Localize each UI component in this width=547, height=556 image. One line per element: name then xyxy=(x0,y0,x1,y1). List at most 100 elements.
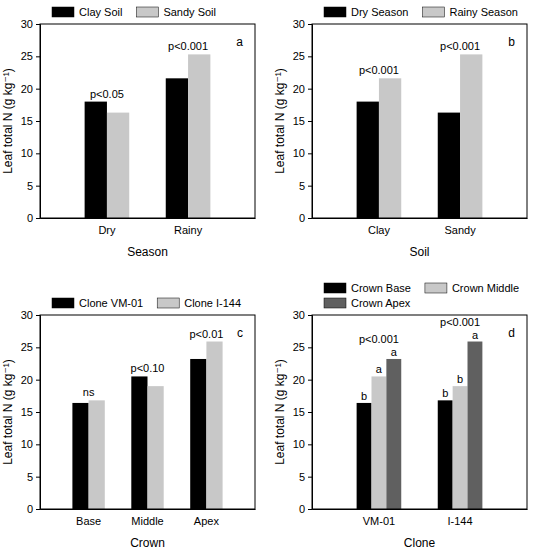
x-tick: Base xyxy=(76,509,101,527)
y-tick: 20 xyxy=(293,374,312,386)
y-tick-mark xyxy=(308,347,312,348)
y-axis-line xyxy=(308,316,313,510)
bar xyxy=(357,102,379,218)
bar xyxy=(371,376,386,509)
legend-item: Crown Base xyxy=(324,282,411,294)
bar xyxy=(190,359,206,509)
y-tick-mark xyxy=(36,444,40,445)
x-tick: Sandy xyxy=(444,218,476,236)
letter-label: a xyxy=(472,329,479,341)
y-tick-label: 25 xyxy=(293,341,305,353)
y-tick-label: 15 xyxy=(21,406,33,418)
y-tick-mark xyxy=(308,444,312,445)
y-tick-label: 10 xyxy=(21,147,33,159)
legend-label: Clone VM-01 xyxy=(79,297,143,309)
p-value: p<0.001 xyxy=(359,333,399,345)
y-tick: 15 xyxy=(21,406,40,418)
legend-label: Sandy Soil xyxy=(163,6,216,18)
plot-frame xyxy=(312,315,527,509)
letter-label: b xyxy=(457,373,463,385)
bar xyxy=(357,403,372,509)
legend-swatch xyxy=(425,283,447,293)
x-axis-line xyxy=(313,509,528,510)
y-tick-mark xyxy=(308,24,312,25)
y-axis-title: Leaf total N (g kg⁻¹) xyxy=(1,68,15,174)
y-axis: 051015202530 xyxy=(21,18,41,224)
y-tick-label: 30 xyxy=(293,309,305,321)
y-tick: 15 xyxy=(293,406,312,418)
bar xyxy=(453,386,468,509)
y-tick: 30 xyxy=(21,309,40,321)
y-tick: 5 xyxy=(27,180,40,192)
y-tick: 25 xyxy=(293,341,312,353)
x-axis-title: Clone xyxy=(404,536,436,550)
x-tick-label: Sandy xyxy=(444,224,476,236)
legend-swatch xyxy=(324,283,346,293)
legend-item: Crown Apex xyxy=(324,297,411,309)
y-tick-mark xyxy=(36,89,40,90)
legend-label: Rainy Season xyxy=(449,6,518,18)
p-value: p<0.01 xyxy=(189,328,223,340)
bar xyxy=(107,113,129,218)
plot-frame xyxy=(312,24,527,218)
y-tick-label: 20 xyxy=(21,374,33,386)
y-tick-mark xyxy=(308,412,312,413)
x-axis: ClaySandy xyxy=(313,218,528,236)
figure: 051015202530DryRainySeasonLeaf total N (… xyxy=(0,0,547,556)
y-tick: 30 xyxy=(21,18,40,30)
y-tick-mark xyxy=(36,24,40,25)
y-tick-label: 25 xyxy=(293,50,305,62)
x-axis: VM-01I-144 xyxy=(313,509,528,527)
legend-label: Dry Season xyxy=(351,6,408,18)
y-axis-title: Leaf total N (g kg⁻¹) xyxy=(1,359,15,465)
bar xyxy=(468,342,483,509)
p-value: p<0.10 xyxy=(131,362,165,374)
y-tick-mark xyxy=(308,218,312,219)
x-tick-label: Middle xyxy=(131,515,163,527)
panel-label: a xyxy=(236,35,243,49)
bars xyxy=(357,54,483,218)
y-tick: 25 xyxy=(21,50,40,62)
y-tick-label: 25 xyxy=(21,50,33,62)
bar xyxy=(460,54,482,218)
x-tick: Middle xyxy=(131,509,163,527)
y-tick: 0 xyxy=(27,503,40,515)
y-tick-label: 20 xyxy=(293,83,305,95)
legend-item: Rainy Season xyxy=(422,6,518,18)
y-tick: 5 xyxy=(299,180,312,192)
bars xyxy=(85,54,211,218)
x-axis: Dry Rainy xyxy=(41,218,256,236)
y-tick-label: 15 xyxy=(293,115,305,127)
y-tick-mark xyxy=(36,477,40,478)
y-tick-mark xyxy=(308,56,312,57)
y-tick-label: 5 xyxy=(27,180,33,192)
y-tick-mark xyxy=(308,186,312,187)
y-tick-mark xyxy=(36,56,40,57)
y-tick-mark xyxy=(308,121,312,122)
y-tick: 10 xyxy=(293,438,312,450)
x-tick: Dry xyxy=(98,218,116,236)
bar xyxy=(148,386,164,509)
bar xyxy=(188,54,210,218)
x-axis-title: Soil xyxy=(409,245,429,259)
legend-swatch xyxy=(324,298,346,308)
y-tick-mark xyxy=(36,315,40,316)
legend-label: Clay Soil xyxy=(79,6,122,18)
y-tick-label: 10 xyxy=(293,147,305,159)
legend-label: Crown Base xyxy=(351,282,411,294)
panel: 051015202530ClaySandySoilLeaf total N (g… xyxy=(273,6,528,259)
y-tick-label: 25 xyxy=(21,341,33,353)
bar xyxy=(89,400,105,509)
y-tick-mark xyxy=(308,153,312,154)
y-tick-label: 30 xyxy=(21,309,33,321)
y-tick-label: 5 xyxy=(27,471,33,483)
y-tick-mark xyxy=(308,315,312,316)
y-tick: 10 xyxy=(293,147,312,159)
legend: Clay Soil Sandy Soil xyxy=(52,6,216,18)
y-tick-label: 30 xyxy=(21,18,33,30)
y-tick: 10 xyxy=(21,147,40,159)
legend-item: Clay Soil xyxy=(52,6,122,18)
legend-label: Crown Middle xyxy=(452,282,519,294)
x-tick: Rainy xyxy=(174,218,203,236)
y-axis-title: Leaf total N (g kg⁻¹) xyxy=(273,359,287,465)
